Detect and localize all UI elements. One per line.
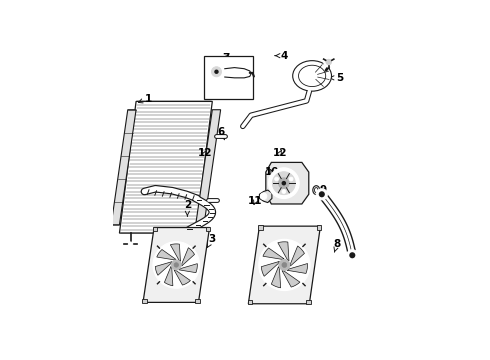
Circle shape — [347, 250, 358, 261]
Ellipse shape — [293, 61, 332, 91]
Polygon shape — [182, 248, 195, 266]
Circle shape — [282, 181, 286, 185]
Bar — [153, 227, 157, 231]
Bar — [306, 300, 311, 305]
Text: 10: 10 — [265, 167, 279, 177]
Polygon shape — [111, 110, 136, 225]
Circle shape — [174, 263, 178, 267]
Bar — [196, 299, 200, 303]
Bar — [258, 225, 263, 230]
Circle shape — [278, 178, 289, 189]
Circle shape — [212, 67, 221, 77]
Bar — [317, 225, 321, 230]
Polygon shape — [259, 190, 272, 203]
Polygon shape — [179, 264, 197, 273]
Circle shape — [214, 69, 219, 74]
Bar — [142, 299, 147, 303]
Ellipse shape — [313, 186, 320, 194]
Text: 12: 12 — [273, 148, 288, 158]
Circle shape — [279, 260, 290, 270]
Polygon shape — [291, 246, 304, 266]
Circle shape — [259, 239, 310, 291]
Polygon shape — [261, 261, 279, 276]
Polygon shape — [157, 249, 176, 260]
Text: 3: 3 — [207, 234, 216, 247]
Bar — [247, 300, 252, 305]
Polygon shape — [271, 267, 281, 288]
Circle shape — [282, 262, 287, 267]
Circle shape — [319, 191, 325, 197]
Polygon shape — [263, 248, 284, 259]
Ellipse shape — [315, 188, 318, 193]
Bar — [206, 227, 210, 231]
Text: 12: 12 — [198, 148, 213, 158]
Circle shape — [316, 189, 327, 200]
Circle shape — [260, 193, 267, 199]
Text: 2: 2 — [184, 201, 191, 216]
Text: 1: 1 — [139, 94, 152, 104]
Polygon shape — [196, 110, 220, 225]
Circle shape — [282, 190, 286, 194]
Polygon shape — [143, 228, 210, 302]
Polygon shape — [165, 266, 173, 286]
Circle shape — [172, 260, 181, 270]
Text: 6: 6 — [217, 127, 224, 140]
Circle shape — [324, 57, 334, 67]
Circle shape — [274, 177, 278, 181]
Circle shape — [326, 59, 332, 65]
Circle shape — [289, 177, 293, 181]
Text: 7: 7 — [222, 53, 230, 63]
Polygon shape — [174, 270, 191, 285]
Text: 9: 9 — [318, 185, 327, 195]
Polygon shape — [287, 264, 308, 274]
Circle shape — [153, 242, 199, 288]
Circle shape — [349, 252, 355, 258]
Polygon shape — [278, 242, 289, 261]
Bar — [204, 56, 252, 99]
Circle shape — [128, 242, 133, 246]
Circle shape — [272, 172, 295, 195]
Polygon shape — [120, 102, 212, 233]
Circle shape — [269, 168, 299, 198]
Polygon shape — [155, 262, 172, 275]
Circle shape — [182, 242, 187, 246]
Text: 8: 8 — [333, 239, 341, 252]
Text: 11: 11 — [248, 196, 263, 206]
Text: 4: 4 — [275, 51, 288, 61]
Polygon shape — [248, 226, 320, 304]
Polygon shape — [266, 162, 309, 204]
Circle shape — [209, 64, 224, 80]
Text: 5: 5 — [330, 73, 343, 83]
Polygon shape — [282, 271, 300, 287]
Polygon shape — [171, 244, 180, 261]
